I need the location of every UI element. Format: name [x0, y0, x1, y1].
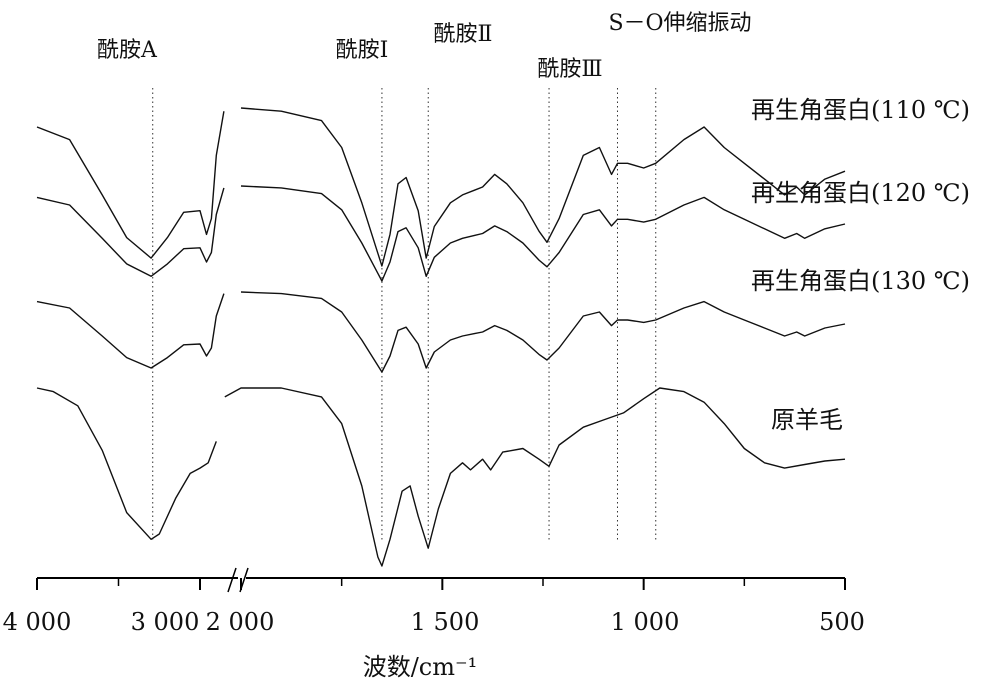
x-tick-label: 1 000: [611, 608, 680, 636]
annotation-amide-iii: 酰胺Ⅲ: [537, 57, 602, 82]
x-tick-label: 500: [819, 608, 865, 636]
spectrum-line-3-left: [36, 387, 217, 540]
x-ticks: [36, 578, 846, 590]
annotation-s-o: S－O伸缩振动: [608, 11, 751, 36]
spectrum-line-2-right: [240, 291, 846, 373]
x-tick-label: 1 500: [411, 608, 480, 636]
x-axis-title: 波数/cm⁻¹: [363, 653, 478, 681]
spectrum-line-3-right: [224, 387, 846, 567]
series-label-wool: 原羊毛: [771, 406, 843, 434]
spectrum-line-1-left: [36, 187, 225, 277]
x-axis: [37, 567, 845, 593]
spectrum-line-0-right: [240, 107, 846, 267]
series-label-120: 再生角蛋白(120 ℃): [751, 179, 970, 207]
spectrum-line-1-right: [240, 185, 846, 282]
x-tick-label: 4 000: [3, 608, 72, 636]
x-tick-labels: 4 000 3 000 2 000 1 500 1 000 500: [3, 608, 865, 636]
annotation-amide-a: 酰胺A: [97, 38, 158, 63]
spectrum-line-2-left: [36, 293, 225, 369]
spectra: [36, 107, 846, 567]
x-tick-label: 3 000: [131, 608, 200, 636]
series-label-110: 再生角蛋白(110 ℃): [751, 96, 970, 124]
series-label-130: 再生角蛋白(130 ℃): [751, 267, 970, 295]
spectrum-line-0-left: [36, 111, 225, 259]
annotation-amide-i: 酰胺Ⅰ: [336, 38, 389, 63]
annotation-amide-ii: 酰胺Ⅱ: [434, 22, 493, 47]
x-tick-label: 2 000: [206, 608, 275, 636]
axis-break-mark-1: [227, 567, 237, 593]
marker-lines: [152, 88, 657, 540]
